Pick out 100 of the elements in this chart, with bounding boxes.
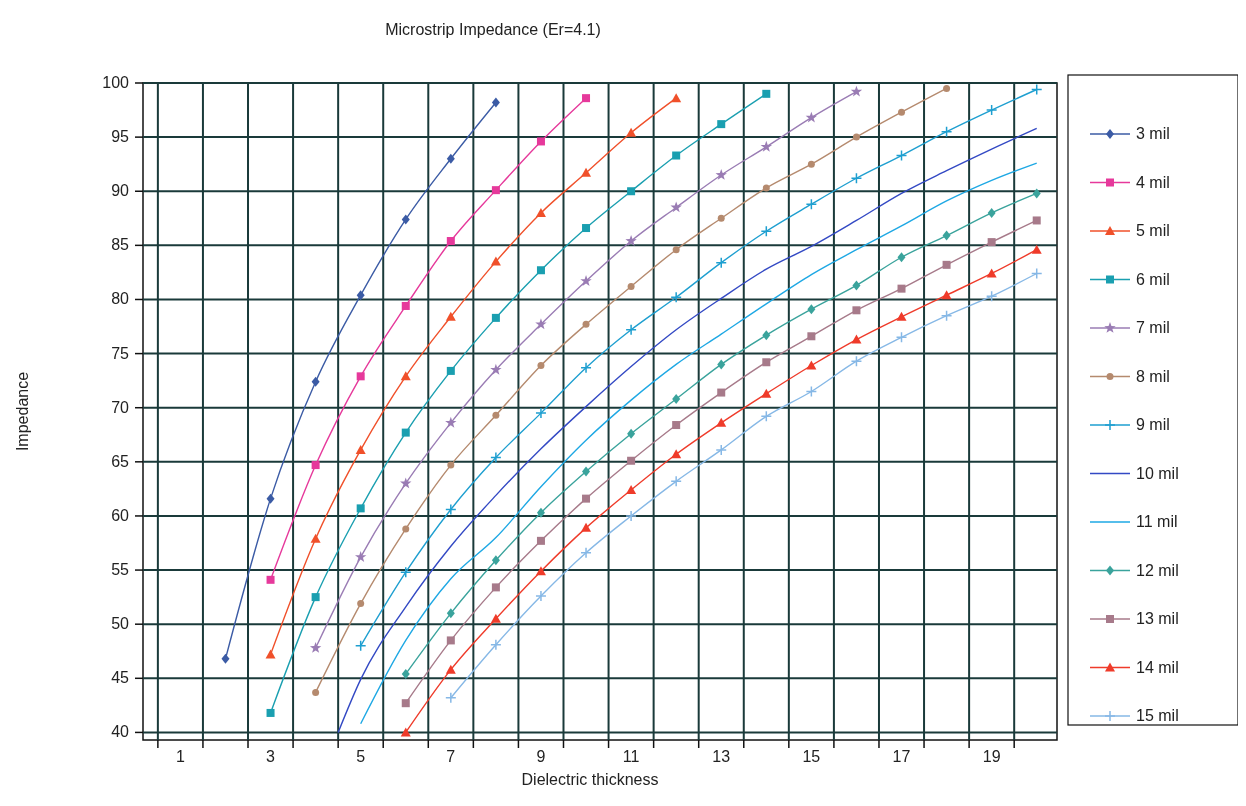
x-tick-label: 3 bbox=[266, 748, 276, 765]
point bbox=[401, 668, 410, 679]
point bbox=[401, 214, 410, 225]
point bbox=[805, 198, 818, 210]
point bbox=[626, 484, 637, 494]
point bbox=[940, 309, 953, 322]
point bbox=[356, 290, 365, 301]
point bbox=[491, 97, 500, 108]
point bbox=[626, 127, 637, 137]
point bbox=[717, 120, 726, 129]
point bbox=[897, 252, 906, 263]
point bbox=[670, 475, 682, 488]
point bbox=[354, 640, 367, 652]
point bbox=[536, 536, 545, 545]
point bbox=[850, 85, 863, 97]
point bbox=[985, 290, 998, 302]
point bbox=[717, 359, 726, 370]
point bbox=[491, 583, 500, 592]
point bbox=[942, 260, 951, 269]
point bbox=[445, 416, 457, 428]
point bbox=[762, 330, 771, 341]
point bbox=[760, 140, 773, 152]
point bbox=[942, 230, 951, 241]
point bbox=[762, 358, 771, 367]
point bbox=[535, 407, 547, 419]
chart-title: Microstrip Impedance (Er=4.1) bbox=[385, 21, 601, 38]
x-tick-label: 13 bbox=[712, 748, 731, 765]
point bbox=[400, 727, 411, 737]
y-tick-label: 45 bbox=[111, 669, 130, 687]
point bbox=[582, 494, 591, 503]
point bbox=[535, 566, 546, 576]
point bbox=[672, 246, 680, 254]
point bbox=[717, 388, 726, 397]
point bbox=[762, 184, 770, 192]
point bbox=[805, 385, 818, 398]
point bbox=[311, 593, 320, 602]
point bbox=[400, 477, 412, 489]
point bbox=[807, 304, 816, 315]
point bbox=[354, 551, 367, 562]
point bbox=[401, 428, 410, 437]
point bbox=[895, 149, 908, 162]
y-tick-label: 90 bbox=[111, 182, 130, 200]
y-tick-label: 65 bbox=[111, 452, 130, 470]
point bbox=[266, 708, 275, 717]
point bbox=[896, 311, 907, 321]
point bbox=[762, 89, 771, 98]
point bbox=[672, 421, 681, 430]
point bbox=[402, 525, 410, 533]
point bbox=[221, 653, 230, 664]
point bbox=[309, 642, 322, 653]
point bbox=[760, 410, 773, 423]
point bbox=[897, 284, 906, 293]
point bbox=[852, 306, 861, 315]
y-tick-label: 80 bbox=[111, 290, 130, 308]
point bbox=[580, 275, 592, 286]
point bbox=[357, 600, 365, 608]
point bbox=[490, 363, 502, 375]
point bbox=[716, 417, 727, 427]
point bbox=[491, 313, 500, 322]
point bbox=[355, 444, 366, 454]
point bbox=[672, 394, 681, 405]
x-tick-label: 1 bbox=[175, 748, 185, 765]
legend-label: 12 mil bbox=[1136, 561, 1179, 579]
point bbox=[581, 167, 592, 177]
legend-label: 7 mil bbox=[1136, 319, 1170, 336]
point bbox=[850, 172, 863, 184]
y-tick-label: 60 bbox=[111, 506, 130, 524]
point bbox=[715, 444, 727, 456]
point bbox=[940, 125, 953, 138]
point bbox=[1032, 216, 1041, 225]
point bbox=[580, 547, 592, 559]
point bbox=[582, 94, 591, 103]
legend-label: 4 mil bbox=[1136, 173, 1170, 191]
point bbox=[985, 104, 998, 116]
y-axis-title: Impedance bbox=[14, 371, 31, 452]
point bbox=[311, 461, 320, 470]
point bbox=[627, 282, 635, 290]
legend-label: 6 mil bbox=[1136, 270, 1170, 288]
y-tick-label: 75 bbox=[111, 344, 130, 362]
point bbox=[356, 504, 365, 513]
point bbox=[535, 318, 547, 330]
legend-label: 15 mil bbox=[1136, 707, 1179, 724]
point bbox=[446, 636, 455, 645]
point bbox=[447, 461, 455, 469]
point bbox=[941, 290, 952, 300]
point bbox=[446, 153, 455, 164]
point bbox=[671, 93, 682, 103]
point bbox=[672, 151, 681, 160]
point bbox=[310, 533, 321, 543]
point bbox=[445, 664, 456, 674]
point bbox=[400, 371, 411, 381]
point bbox=[987, 238, 996, 247]
y-tick-label: 55 bbox=[111, 561, 130, 579]
point bbox=[311, 376, 320, 387]
point bbox=[582, 466, 591, 477]
point bbox=[1030, 267, 1043, 280]
x-tick-label: 15 bbox=[802, 748, 821, 765]
point bbox=[987, 207, 996, 218]
point bbox=[670, 291, 682, 304]
point bbox=[266, 493, 275, 504]
